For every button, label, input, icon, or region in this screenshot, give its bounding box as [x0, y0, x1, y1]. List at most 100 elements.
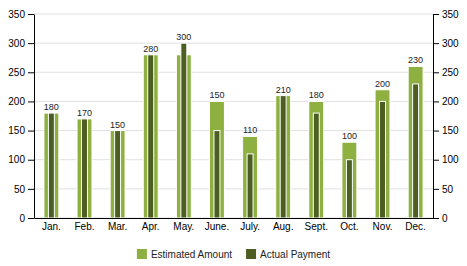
plot: 0501001502002503003500501001502002503003… — [8, 9, 459, 232]
tick-mark — [28, 131, 34, 132]
tick-label: 300 — [8, 38, 25, 49]
grid-line — [34, 218, 433, 219]
data-label: 170 — [77, 108, 92, 118]
grid-line — [34, 188, 433, 189]
series-bars — [44, 55, 423, 218]
tick-label: June. — [205, 221, 229, 232]
tick: 100 — [8, 154, 34, 165]
tick-label: 50 — [442, 184, 454, 195]
grid-line — [34, 43, 433, 44]
tick-mark — [28, 218, 34, 219]
tick-mark — [433, 101, 439, 102]
bar — [77, 119, 92, 218]
tick-label: 50 — [14, 184, 26, 195]
tick-label: 100 — [8, 154, 25, 165]
tick-label: 250 — [442, 67, 459, 78]
data-label: 180 — [309, 90, 324, 100]
data-labels: 180170150280300150110210180100200230 — [44, 32, 423, 141]
y-axis-line — [34, 15, 35, 219]
bar — [342, 142, 357, 218]
bar — [247, 154, 253, 218]
tick: 250 — [8, 67, 34, 78]
bar — [214, 131, 220, 218]
tick: 300 — [433, 38, 459, 49]
grid-line — [34, 72, 433, 73]
bar — [243, 136, 258, 218]
tick-mark — [28, 160, 34, 161]
tick-label: 150 — [8, 125, 25, 136]
tick-mark — [433, 14, 439, 15]
tick-mark — [433, 218, 439, 219]
tick: Feb. — [74, 221, 94, 232]
tick-label: Nov. — [373, 221, 393, 232]
tick-mark — [28, 43, 34, 44]
tick-label: 350 — [442, 9, 459, 20]
legend-label: Actual Payment — [260, 249, 330, 260]
tick-label: Apr. — [142, 221, 160, 232]
tick: 200 — [433, 96, 459, 107]
bar — [148, 55, 154, 218]
tick: 150 — [433, 125, 459, 136]
y2-axis-line — [433, 15, 434, 219]
y2-axis: 0 50 100 150 200 250 300 350 — [433, 9, 459, 224]
tick: Oct. — [340, 221, 358, 232]
tick: 50 — [433, 184, 454, 195]
tick: Nov. — [373, 221, 393, 232]
tick: Dec. — [405, 221, 426, 232]
tick-label: Feb. — [74, 221, 94, 232]
bar — [181, 43, 187, 218]
data-label: 150 — [110, 120, 125, 130]
legend-item: Estimated Amount — [137, 249, 232, 260]
data-label: 280 — [143, 44, 158, 54]
tick-mark — [433, 160, 439, 161]
tick: July. — [240, 221, 260, 232]
bar — [209, 101, 224, 218]
tick-label: 0 — [442, 213, 448, 224]
tick: May. — [173, 221, 194, 232]
tick: Sept. — [305, 221, 328, 232]
bar — [309, 101, 324, 218]
x-axis-line — [35, 218, 434, 219]
bar — [413, 84, 419, 218]
bar — [346, 160, 352, 218]
tick-label: Dec. — [405, 221, 426, 232]
tick-mark — [433, 131, 439, 132]
tick-label: 200 — [8, 96, 25, 107]
legend: Estimated Amount Actual Payment — [137, 249, 330, 260]
bar — [276, 96, 291, 218]
tick-label: Jan. — [42, 221, 61, 232]
data-label: 230 — [408, 55, 423, 65]
bar — [115, 131, 121, 218]
tick-label: Aug. — [273, 221, 294, 232]
bar — [44, 113, 59, 218]
data-label: 110 — [243, 125, 257, 135]
tick: 250 — [433, 67, 459, 78]
tick-label: 100 — [442, 154, 459, 165]
bar — [280, 96, 286, 218]
tick-label: 200 — [442, 96, 459, 107]
tick: 0 — [433, 213, 448, 224]
tick: June. — [205, 221, 229, 232]
data-label: 300 — [176, 32, 191, 42]
tick: 150 — [8, 125, 34, 136]
tick-mark — [28, 72, 34, 73]
grid-line — [34, 14, 433, 15]
y-axis: 050100150200250300350 — [8, 9, 34, 224]
data-label: 200 — [375, 79, 390, 89]
tick-label: 350 — [8, 9, 25, 20]
tick: Apr. — [142, 221, 160, 232]
tick: Aug. — [273, 221, 294, 232]
data-label: 150 — [209, 90, 224, 100]
tick-label: May. — [173, 221, 194, 232]
grid-line — [34, 159, 433, 160]
bar — [48, 113, 54, 218]
tick-label: Oct. — [340, 221, 358, 232]
tick-mark — [433, 43, 439, 44]
bar — [375, 90, 390, 218]
tick: 50 — [14, 184, 34, 195]
tick: 100 — [433, 154, 459, 165]
bar — [380, 101, 386, 218]
tick-label: 150 — [442, 125, 459, 136]
bar — [110, 131, 125, 218]
legend-swatch — [137, 249, 147, 259]
